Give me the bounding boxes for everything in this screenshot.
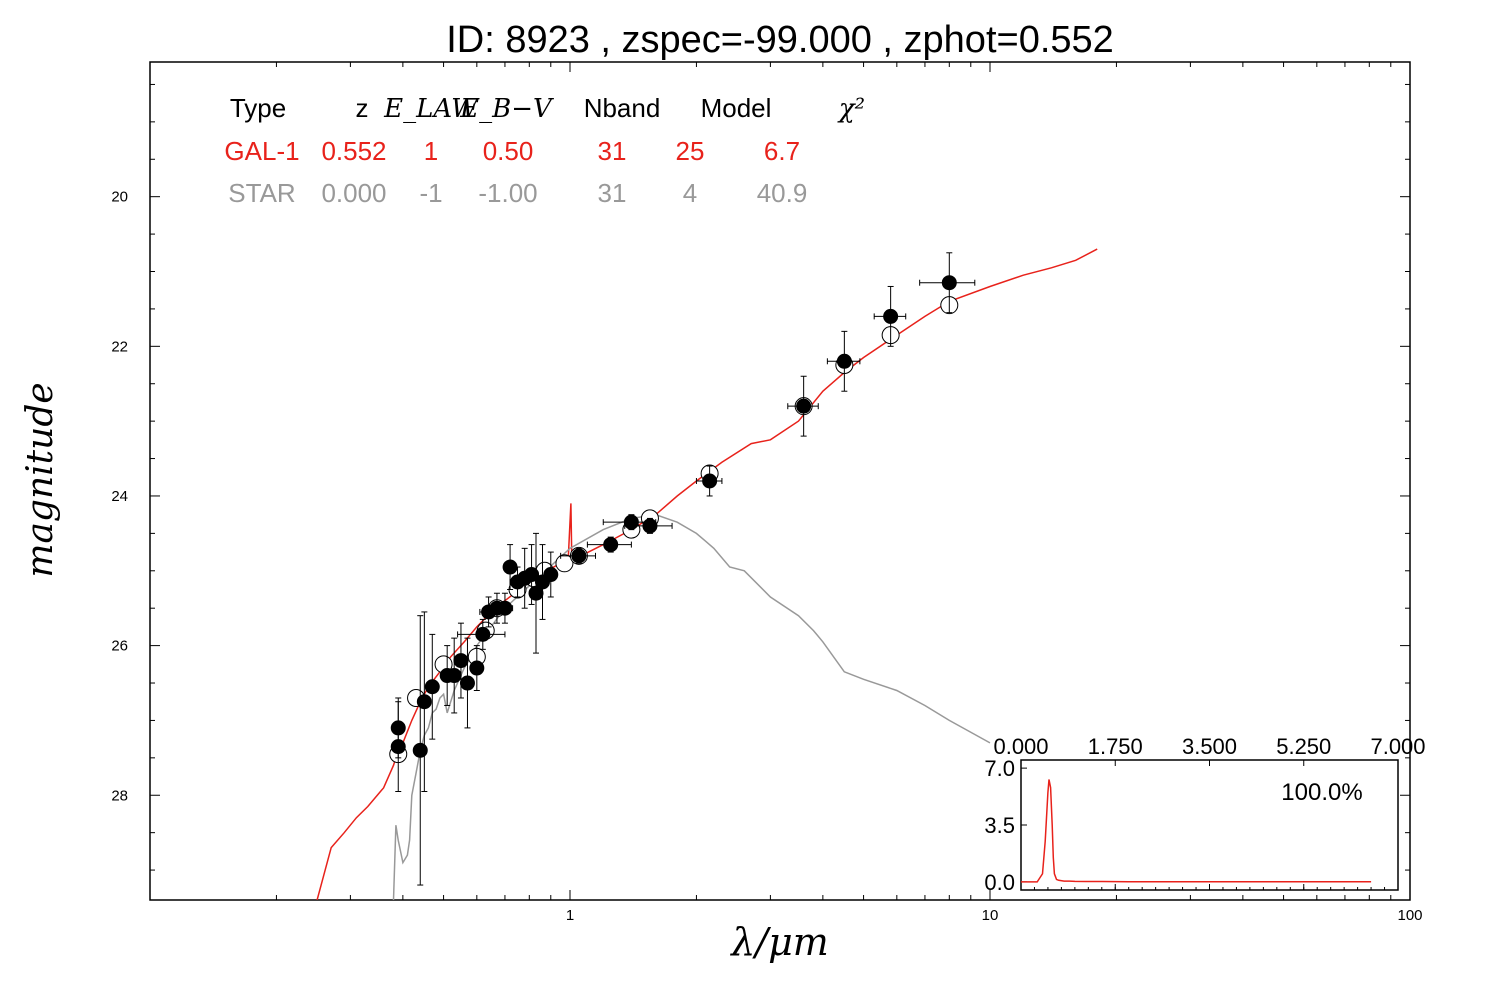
x-axis-label: λ/μm: [729, 920, 829, 964]
legend-header: E_B−V: [459, 94, 554, 124]
inset-x-tick-label: 1.750: [1088, 734, 1143, 759]
observed-point: [453, 653, 469, 669]
legend-cell: -1: [419, 178, 442, 208]
y-tick-label: 28: [111, 787, 128, 804]
legend-header: Model: [701, 93, 772, 123]
observed-point: [623, 514, 639, 530]
legend-header: χ²: [837, 94, 865, 124]
main-plot-area: 1 10 100 20 22 24 26 28: [111, 61, 1423, 924]
legend-cell: -1.00: [478, 178, 537, 208]
inset-y-tick-label: 3.5: [984, 813, 1015, 838]
observed-point: [412, 742, 428, 758]
y-tick-label: 26: [111, 638, 128, 655]
observed-point: [390, 739, 406, 755]
observed-point: [446, 668, 462, 684]
y-tick-label: 20: [111, 189, 128, 206]
inset-y-tick-label: 7.0: [984, 756, 1015, 781]
inset-x-tick-label: 0.000: [993, 734, 1048, 759]
observed-point: [543, 567, 559, 583]
legend-cell: 1: [424, 136, 438, 166]
legend-cell: 0.552: [321, 136, 386, 166]
legend-header: Nband: [584, 93, 661, 123]
observed-point: [497, 600, 513, 616]
x-tick-label: 1: [566, 907, 574, 924]
legend-cell: 25: [676, 136, 705, 166]
legend-cell: GAL-1: [224, 136, 299, 166]
inset-probability-label: 100.0%: [1281, 779, 1362, 806]
inset-frame: [1020, 759, 1399, 891]
legend-cell: 0.000: [321, 178, 386, 208]
plot-content: [316, 248, 1098, 900]
legend-cell: 6.7: [764, 136, 800, 166]
observed-point: [424, 679, 440, 695]
legend-cell: STAR: [228, 178, 295, 208]
chart-title: ID: 8923 , zspec=-99.000 , zphot=0.552: [446, 19, 1114, 61]
observed-point: [941, 275, 957, 291]
observed-point: [571, 548, 587, 564]
observed-point: [524, 567, 540, 583]
x-tick-label: 100: [1397, 907, 1422, 924]
observed-point: [642, 518, 658, 534]
y-tick-label: 24: [111, 488, 128, 505]
plot-frame: [149, 61, 1411, 901]
y-axis-label: magnitude: [20, 382, 61, 577]
inset-x-tick-label: 7.000: [1370, 734, 1425, 759]
inset-pdf-line: [1021, 779, 1372, 883]
legend-header: E_LAW: [383, 94, 480, 124]
inset-x-tick-label: 3.500: [1182, 734, 1237, 759]
observed-point: [459, 675, 475, 691]
observed-point: [603, 537, 619, 553]
legend-cell: 4: [683, 178, 697, 208]
observed-point: [702, 473, 718, 489]
observed-point: [528, 585, 544, 601]
observed-point: [475, 626, 491, 642]
legend-cell: 40.9: [757, 178, 808, 208]
inset-y-tick-label: 0.0: [984, 870, 1015, 895]
inset-redshift-pdf: 0.000 1.750 3.500 5.250 7.000 0.0 3.5 7.0 100.0%: [984, 734, 1425, 895]
inset-x-tick-label: 5.250: [1276, 734, 1331, 759]
observed-point: [469, 660, 485, 676]
model-point: [555, 554, 574, 573]
observed-point: [836, 353, 852, 369]
legend-header: z: [356, 93, 369, 123]
x-tick-label: 10: [982, 907, 999, 924]
legend-header: Type: [230, 93, 286, 123]
observed-point: [883, 308, 899, 324]
observed-point: [796, 398, 812, 414]
observed-point: [416, 694, 432, 710]
legend-cell: 31: [598, 178, 627, 208]
y-tick-label: 22: [111, 338, 128, 355]
legend-cell: 0.50: [483, 136, 534, 166]
legend-cell: 31: [598, 136, 627, 166]
